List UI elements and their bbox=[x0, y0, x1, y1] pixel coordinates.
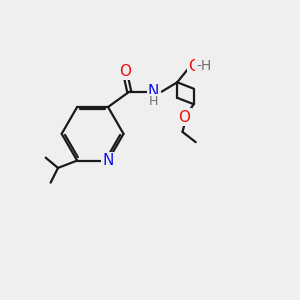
Text: N: N bbox=[148, 84, 159, 99]
Text: O: O bbox=[178, 110, 190, 125]
Text: H: H bbox=[149, 94, 158, 108]
Text: -H: -H bbox=[196, 59, 212, 74]
Text: O: O bbox=[119, 64, 131, 79]
Text: N: N bbox=[102, 153, 114, 168]
Text: O: O bbox=[188, 59, 200, 74]
